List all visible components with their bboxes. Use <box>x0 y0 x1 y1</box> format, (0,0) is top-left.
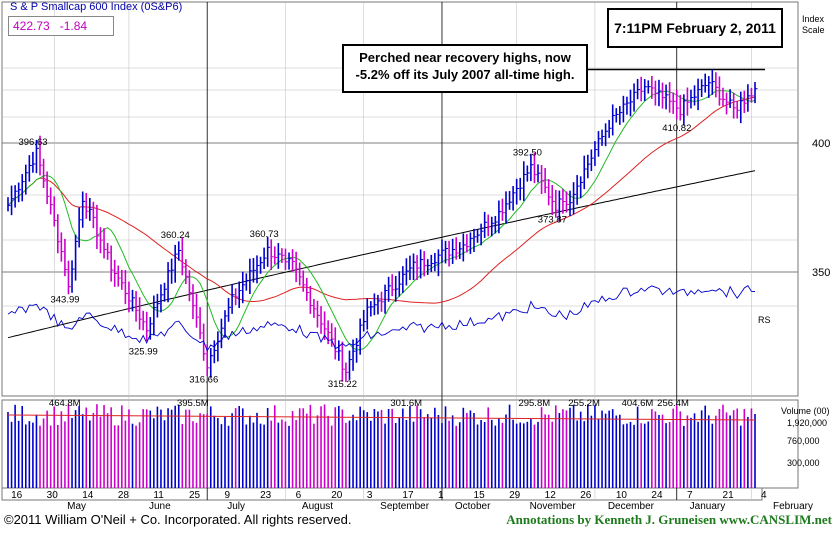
annotation-credit: Annotations by Kenneth J. Gruneisen www.… <box>506 512 832 527</box>
last-price: 422.73 <box>13 19 50 33</box>
x-day-label: 16 <box>11 490 23 501</box>
rs-label: RS <box>758 315 771 325</box>
x-month-label: October <box>455 501 491 512</box>
x-day-label: 14 <box>82 490 94 501</box>
chart-labels: 396.63 343.99 360.24 325.99 316.66 360.73 315.… <box>18 123 691 409</box>
index-scale-label: Index <box>802 14 825 24</box>
chart-title: S & P Smallcap 600 Index (0S&P6) <box>10 1 182 13</box>
price-label: 316.66 <box>189 375 218 386</box>
y-tick-label: 400 <box>812 138 830 150</box>
x-day-label: 1 <box>438 490 444 501</box>
price-label: 315.22 <box>328 379 357 390</box>
price-label: 373.87 <box>538 214 567 225</box>
price-bars <box>7 69 758 383</box>
copyright-notice: ©2011 William O'Neil + Co. Incorporated.… <box>4 512 352 527</box>
x-month-label: November <box>530 501 577 512</box>
x-month-label: June <box>149 501 171 512</box>
index-scale-label-2: Scale <box>802 25 825 35</box>
x-day-label: 15 <box>474 490 486 501</box>
x-day-label: 28 <box>118 490 130 501</box>
quote-box: 422.73 -1.84 <box>8 16 114 36</box>
x-month-label: December <box>608 501 655 512</box>
x-month-label: September <box>380 501 430 512</box>
timestamp-box: 7:11PM February 2, 2011 <box>607 8 783 48</box>
x-day-label: 24 <box>651 490 663 501</box>
price-label: 325.99 <box>129 347 158 358</box>
x-month-label: February <box>773 501 813 512</box>
price-label: 392.50 <box>513 147 542 158</box>
volume-tick-label: 760,000 <box>787 436 820 446</box>
x-day-label: 20 <box>331 490 343 501</box>
x-month-label: August <box>302 501 333 512</box>
ma-10-week-line <box>7 90 756 351</box>
y-tick-label: 350 <box>812 267 830 279</box>
volume-label: 395.5M <box>177 398 209 409</box>
index-name: S & P Smallcap 600 Index <box>10 1 138 13</box>
x-day-label: 30 <box>47 490 59 501</box>
volume-label: 404.6M <box>622 398 654 409</box>
annotation-line-2: -5.2% off its July 2007 all-time high. <box>355 67 575 82</box>
annotation-box: Perched near recovery highs, now -5.2% o… <box>342 44 588 93</box>
price-label: 396.63 <box>18 137 47 148</box>
index-symbol: (0S&P6) <box>140 1 183 13</box>
x-day-label: 3 <box>367 490 373 501</box>
x-month-label: January <box>690 501 726 512</box>
volume-label: 301.6M <box>390 398 422 409</box>
x-day-label: 21 <box>723 490 735 501</box>
price-label: 360.24 <box>161 230 190 241</box>
price-label: 360.73 <box>250 229 279 240</box>
x-day-label: 9 <box>225 490 231 501</box>
x-month-label: May <box>67 501 86 512</box>
volume-bars <box>7 404 756 488</box>
x-month-label: July <box>227 501 245 512</box>
volume-axis-title: Volume (00) <box>781 406 830 416</box>
x-day-label: 23 <box>260 490 272 501</box>
x-day-label: 6 <box>296 490 302 501</box>
x-day-label: 25 <box>189 490 201 501</box>
price-label: 343.99 <box>50 295 79 306</box>
volume-tick-label: 300,000 <box>787 458 820 468</box>
x-day-label: 10 <box>616 490 628 501</box>
volume-label: 256.4M <box>657 398 689 409</box>
annotation-line-1: Perched near recovery highs, now <box>359 50 571 65</box>
x-day-label: 12 <box>545 490 557 501</box>
volume-label: 295.8M <box>518 398 550 409</box>
x-day-label: 17 <box>402 490 414 501</box>
volume-label: 255.2M <box>568 398 600 409</box>
x-day-label: 7 <box>687 490 693 501</box>
x-day-label: 4 <box>761 490 767 501</box>
x-day-label: 11 <box>153 490 164 501</box>
volume-average-line <box>7 414 756 421</box>
price-label: 410.82 <box>662 123 691 134</box>
volume-label: 464.8M <box>49 398 81 409</box>
price-change: -1.84 <box>59 19 88 33</box>
x-day-label: 26 <box>580 490 592 501</box>
rs-line-group: RS <box>7 284 771 352</box>
x-day-label: 29 <box>509 490 521 501</box>
volume-tick-label: 1,920,000 <box>787 418 827 428</box>
rs-line <box>7 284 756 352</box>
